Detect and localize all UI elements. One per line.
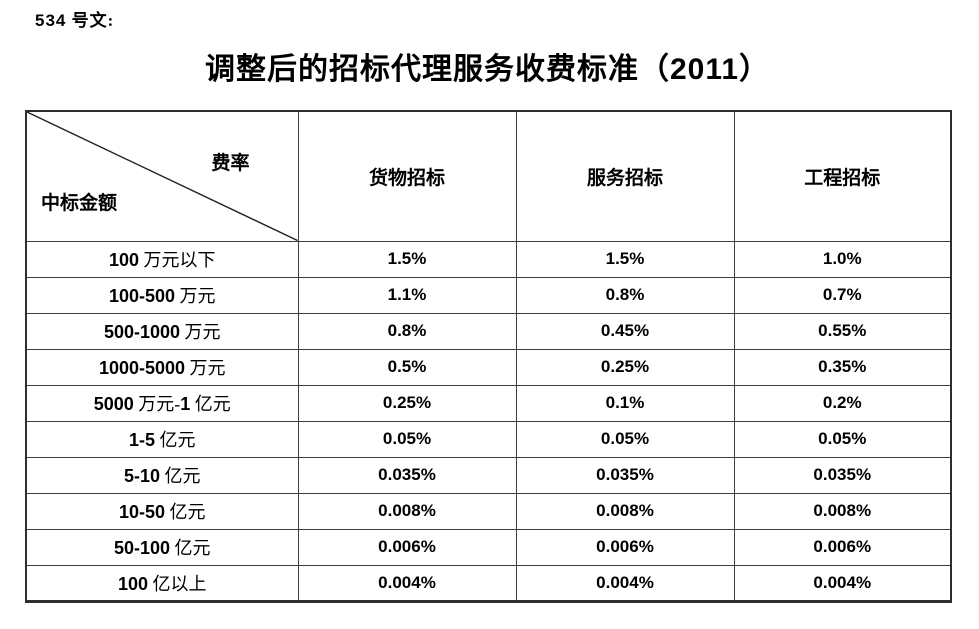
rate-cell-services: 0.035% xyxy=(515,456,735,494)
table-row: 10-50 亿元 0.008% 0.008% 0.008% xyxy=(25,492,952,530)
table-row: 100 万元以下 1.5% 1.5% 1.0% xyxy=(25,240,952,278)
column-header-services: 服务招标 xyxy=(515,110,735,242)
rate-cell-services: 0.8% xyxy=(515,276,735,314)
table-row: 5-10 亿元 0.035% 0.035% 0.035% xyxy=(25,456,952,494)
amount-cell: 100 亿以上 xyxy=(25,564,299,602)
column-header-goods: 货物招标 xyxy=(297,110,517,242)
rate-cell-goods: 0.5% xyxy=(297,348,517,386)
fee-table: 费率 中标金额 货物招标 服务招标 工程招标 100 万元以下 1.5% 1.5… xyxy=(25,110,952,603)
amount-cell: 5-10 亿元 xyxy=(25,456,299,494)
rate-cell-goods: 0.05% xyxy=(297,420,517,458)
table-row: 100-500 万元 1.1% 0.8% 0.7% xyxy=(25,276,952,314)
rate-cell-works: 0.006% xyxy=(733,528,952,566)
rate-cell-services: 0.008% xyxy=(515,492,735,530)
header-row: 费率 中标金额 货物招标 服务招标 工程招标 xyxy=(25,110,952,242)
amount-cell: 10-50 亿元 xyxy=(25,492,299,530)
rate-cell-goods: 0.006% xyxy=(297,528,517,566)
rate-cell-works: 0.004% xyxy=(733,564,952,602)
table-row: 1000-5000 万元 0.5% 0.25% 0.35% xyxy=(25,348,952,386)
rate-cell-services: 0.1% xyxy=(515,384,735,422)
rate-cell-works: 1.0% xyxy=(733,240,952,278)
rate-cell-goods: 0.035% xyxy=(297,456,517,494)
table-row: 100 亿以上 0.004% 0.004% 0.004% xyxy=(25,564,952,602)
rate-cell-services: 0.05% xyxy=(515,420,735,458)
rate-cell-goods: 1.1% xyxy=(297,276,517,314)
table-row: 5000 万元-1 亿元 0.25% 0.1% 0.2% xyxy=(25,384,952,422)
diagonal-divider-line xyxy=(27,112,298,241)
amount-cell: 1-5 亿元 xyxy=(25,420,299,458)
rate-cell-goods: 0.004% xyxy=(297,564,517,602)
rate-cell-goods: 1.5% xyxy=(297,240,517,278)
rate-cell-services: 0.004% xyxy=(515,564,735,602)
amount-cell: 50-100 亿元 xyxy=(25,528,299,566)
column-header-works: 工程招标 xyxy=(733,110,952,242)
amount-cell: 500-1000 万元 xyxy=(25,312,299,350)
page-title: 调整后的招标代理服务收费标准（2011） xyxy=(204,53,771,86)
rate-cell-works: 0.035% xyxy=(733,456,952,494)
rate-cell-works: 0.55% xyxy=(733,312,952,350)
rate-cell-services: 1.5% xyxy=(515,240,735,278)
rate-cell-works: 0.008% xyxy=(733,492,952,530)
table-row: 1-5 亿元 0.05% 0.05% 0.05% xyxy=(25,420,952,458)
rate-cell-goods: 0.8% xyxy=(297,312,517,350)
rate-cell-goods: 0.25% xyxy=(297,384,517,422)
doc-number-label: 534 号文: xyxy=(35,11,115,30)
amount-cell: 1000-5000 万元 xyxy=(25,348,299,386)
rate-cell-works: 0.2% xyxy=(733,384,952,422)
rate-cell-works: 0.05% xyxy=(733,420,952,458)
amount-cell: 100-500 万元 xyxy=(25,276,299,314)
rate-cell-services: 0.006% xyxy=(515,528,735,566)
rate-cell-services: 0.25% xyxy=(515,348,735,386)
corner-header-cell: 费率 中标金额 xyxy=(25,110,299,242)
corner-label-amount: 中标金额 xyxy=(41,192,118,214)
table-row: 50-100 亿元 0.006% 0.006% 0.006% xyxy=(25,528,952,566)
table-row: 500-1000 万元 0.8% 0.45% 0.55% xyxy=(25,312,952,350)
rate-cell-works: 0.7% xyxy=(733,276,952,314)
rate-cell-goods: 0.008% xyxy=(297,492,517,530)
rate-cell-works: 0.35% xyxy=(733,348,952,386)
amount-cell: 100 万元以下 xyxy=(25,240,299,278)
corner-label-rate: 费率 xyxy=(211,153,250,174)
amount-cell: 5000 万元-1 亿元 xyxy=(25,384,299,422)
rate-cell-services: 0.45% xyxy=(515,312,735,350)
